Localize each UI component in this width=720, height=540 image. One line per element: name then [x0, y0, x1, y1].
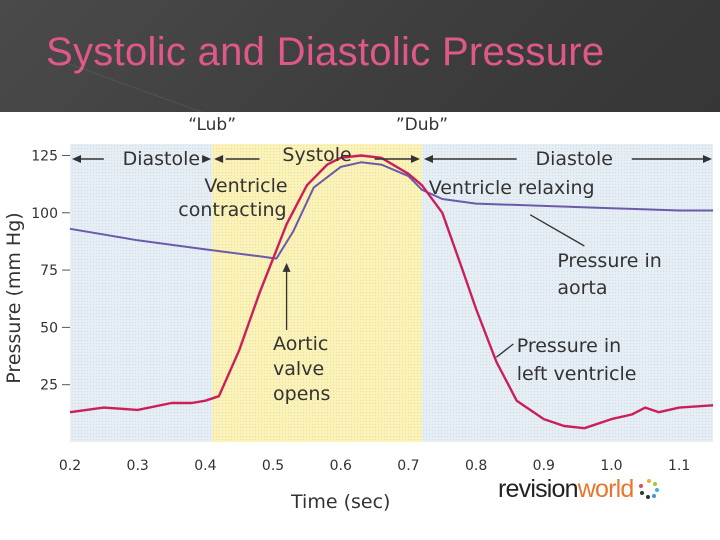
annot-aortic-valve-3: opens	[273, 383, 330, 405]
axes: “Lub” ”Dub” 25 50 75 100 125 0.2 0.3 0.4 0.5 0.6 0.7…	[3, 115, 690, 513]
annot-diastole-left: Diastole	[123, 148, 201, 170]
diastole-left-arrowhead	[72, 155, 81, 163]
annot-pressure-aorta-1: Pressure in	[557, 250, 662, 272]
diastole-right-arrowhead-right	[703, 155, 712, 163]
phase-regions	[70, 144, 713, 442]
annot-systole: Systole	[282, 144, 351, 166]
annot-ventricle-contracting-1: Ventricle	[204, 175, 287, 197]
x-tick-label: 0.2	[59, 458, 81, 474]
diastole-left-arrowhead-right	[202, 155, 212, 163]
annot-pressure-lv-2: left ventricle	[517, 363, 637, 385]
annot-pressure-aorta-2: aorta	[557, 277, 607, 299]
phase-texture-0	[70, 144, 213, 442]
diastole-right-arrowhead-left	[423, 155, 433, 163]
x-tick-label: 0.9	[533, 458, 555, 474]
x-tick-label: 0.8	[465, 458, 487, 474]
logo-mark-icon	[638, 479, 659, 499]
y-tick-label: 100	[31, 206, 58, 222]
heart-sound-label-1: ”Dub”	[396, 115, 448, 135]
logo-text-world: world	[577, 474, 635, 503]
x-tick-label: 1.0	[600, 458, 622, 474]
annot-ventricle-relaxing: Ventricle relaxing	[429, 177, 595, 199]
annotations: Diastole Systole DiastoleVentriclecontract…	[72, 144, 712, 405]
y-tick-label: 75	[40, 263, 58, 279]
annot-ventricle-contracting-2: contracting	[178, 199, 286, 221]
x-tick-label: 0.5	[262, 458, 284, 474]
annot-diastole-right: Diastole	[535, 148, 613, 170]
revisionworld-logo: revision world	[498, 474, 659, 504]
chart-figure: “Lub” ”Dub” 25 50 75 100 125 0.2 0.3 0.4 0.5 0.6 0.7…	[0, 112, 720, 540]
series-line-aorta	[69, 161, 713, 260]
y-axis-label: Pressure (mm Hg)	[3, 212, 25, 383]
series-lines	[69, 154, 714, 430]
logo-text-revision: revision	[498, 474, 579, 503]
x-tick-label: 0.7	[397, 458, 419, 474]
x-tick-label: 1.1	[668, 458, 690, 474]
pointer-left-ventricle	[496, 343, 514, 358]
phase-texture-1	[212, 144, 422, 442]
annot-pressure-lv-1: Pressure in	[517, 335, 622, 357]
pointer-aortic-valve-arrowhead	[282, 262, 291, 272]
y-tick-label: 50	[40, 320, 58, 336]
slide-title: Systolic and Diastolic Pressure	[46, 30, 605, 74]
x-tick-label: 0.3	[127, 458, 149, 474]
pointer-aorta	[529, 214, 585, 247]
y-tick-label: 25	[40, 378, 58, 394]
annot-aortic-valve-1: Aortic	[273, 333, 328, 355]
heart-sound-label-0: “Lub”	[188, 115, 236, 135]
pressure-chart: “Lub” ”Dub” 25 50 75 100 125 0.2 0.3 0.4 0.5 0.6 0.7…	[3, 115, 714, 513]
annot-aortic-valve-2: valve	[273, 358, 324, 380]
series-line-left-ventricle	[69, 154, 714, 430]
x-tick-label: 0.4	[194, 458, 216, 474]
x-tick-label: 0.6	[330, 458, 352, 474]
systole-arrowhead-right	[410, 155, 420, 163]
systole-arrowhead-left	[214, 155, 224, 163]
x-axis-label: Time (sec)	[290, 491, 390, 513]
y-tick-label: 125	[31, 148, 58, 164]
